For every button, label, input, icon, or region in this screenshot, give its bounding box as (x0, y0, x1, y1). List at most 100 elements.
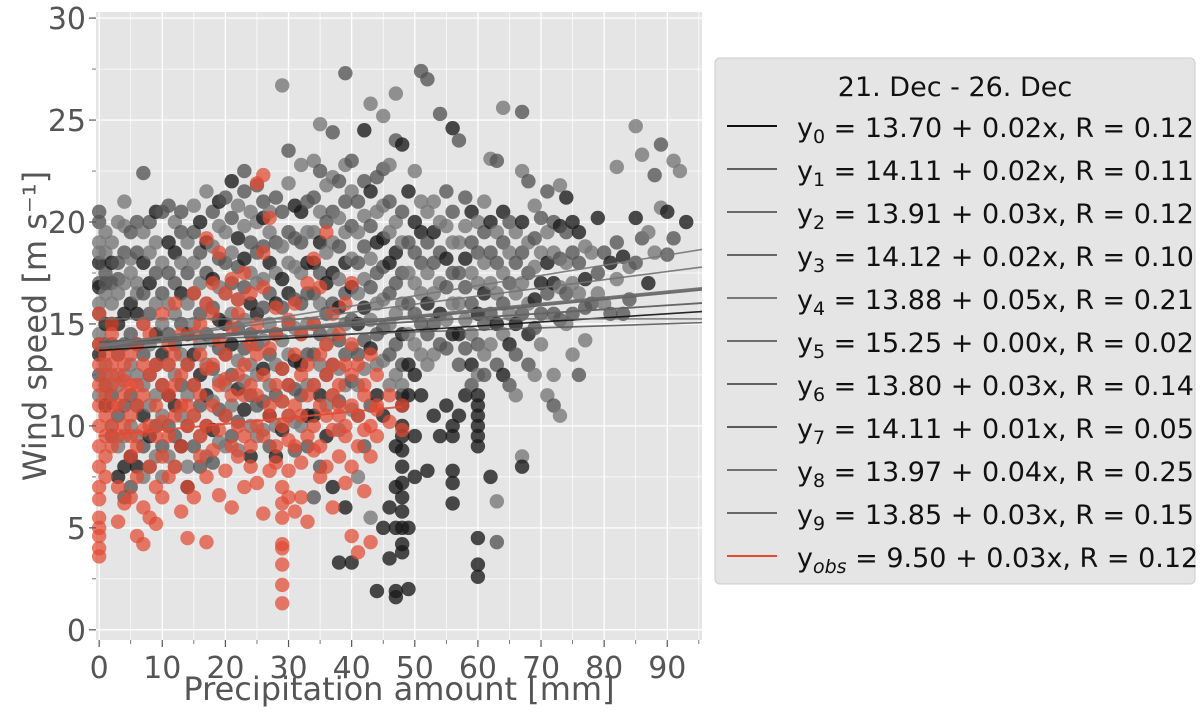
observed-point (148, 428, 164, 444)
observed-point (192, 388, 208, 403)
member-point (514, 449, 530, 464)
member-point (186, 198, 202, 213)
member-point (666, 231, 681, 246)
observed-point (211, 245, 227, 260)
observed-point (174, 504, 189, 519)
member-point (451, 296, 467, 311)
member-point (451, 265, 467, 281)
member-point (571, 367, 587, 383)
member-point (338, 500, 353, 515)
member-point (281, 176, 296, 191)
member-point (394, 490, 410, 505)
member-point (672, 163, 688, 179)
regression-line-9 (99, 288, 703, 349)
member-point (230, 231, 246, 246)
observed-point (338, 475, 353, 491)
observed-point (224, 271, 239, 287)
legend-label-7: y7 = 14.11 + 0.01x, R = 0.05 (797, 414, 1194, 449)
member-point (237, 184, 252, 199)
observed-point (230, 292, 246, 307)
observed-point (167, 347, 183, 362)
member-point (451, 235, 467, 250)
y-axis-ticks: 0 5 10 15 20 25 30 (48, 2, 96, 649)
member-point (382, 500, 397, 515)
observed-point (350, 545, 366, 560)
observed-point (192, 449, 208, 464)
observed-point (287, 439, 303, 454)
member-point (470, 530, 486, 546)
member-point (413, 388, 429, 403)
member-point (470, 408, 486, 423)
observed-point (344, 528, 359, 544)
member-point (527, 367, 542, 383)
member-point (634, 147, 650, 162)
member-point (388, 86, 404, 101)
observed-point (91, 510, 107, 525)
member-point (256, 300, 271, 315)
member-point (420, 463, 435, 478)
member-point (312, 163, 328, 179)
member-point (161, 198, 176, 213)
member-point (508, 388, 523, 403)
member-point (338, 65, 353, 81)
member-point (533, 337, 549, 352)
observed-point (174, 439, 189, 454)
member-point (243, 449, 258, 464)
observed-point (338, 418, 353, 434)
observed-point (129, 469, 145, 485)
member-point (628, 210, 643, 226)
observed-point (357, 377, 372, 393)
observed-point (218, 347, 233, 362)
member-point (148, 235, 164, 250)
observed-point (293, 490, 309, 505)
member-point (237, 402, 252, 417)
observed-point (325, 500, 340, 515)
x-tick-label: 20 (206, 651, 244, 686)
member-point (293, 157, 309, 173)
observed-point (312, 439, 328, 454)
member-point (237, 218, 252, 234)
member-point (192, 214, 208, 230)
member-point (483, 337, 498, 352)
member-point (363, 510, 378, 525)
y-tick-label: 20 (48, 206, 86, 241)
member-point (527, 259, 542, 275)
observed-point (357, 483, 372, 499)
observed-point (180, 530, 195, 546)
member-point (394, 475, 410, 491)
x-tick-label: 80 (585, 651, 623, 686)
observed-point (224, 388, 239, 403)
observed-point (338, 428, 353, 444)
member-point (331, 555, 347, 570)
member-point (470, 439, 486, 454)
member-point (394, 504, 410, 519)
observed-point (243, 286, 258, 301)
observed-point (268, 377, 284, 393)
y-tick-label: 0 (67, 614, 86, 649)
observed-point (218, 408, 233, 423)
member-point (451, 408, 467, 423)
member-point (275, 204, 290, 220)
member-point (331, 210, 347, 226)
observed-point (186, 408, 202, 423)
observed-point (123, 490, 138, 505)
regression-line-0 (99, 310, 703, 352)
member-point (451, 133, 467, 148)
observed-point (91, 492, 107, 507)
observed-point (300, 275, 315, 291)
observed-point (262, 398, 277, 413)
observed-point (155, 449, 170, 464)
observed-point (110, 514, 126, 529)
observed-point (357, 388, 372, 403)
member-point (136, 165, 151, 181)
member-point (641, 225, 656, 240)
observed-point (287, 504, 303, 519)
member-point (458, 190, 473, 205)
observed-point (148, 516, 164, 531)
member-point (363, 96, 378, 111)
observed-point (192, 316, 208, 332)
member-point (653, 137, 669, 152)
observed-point (192, 347, 208, 362)
member-point (432, 428, 448, 444)
